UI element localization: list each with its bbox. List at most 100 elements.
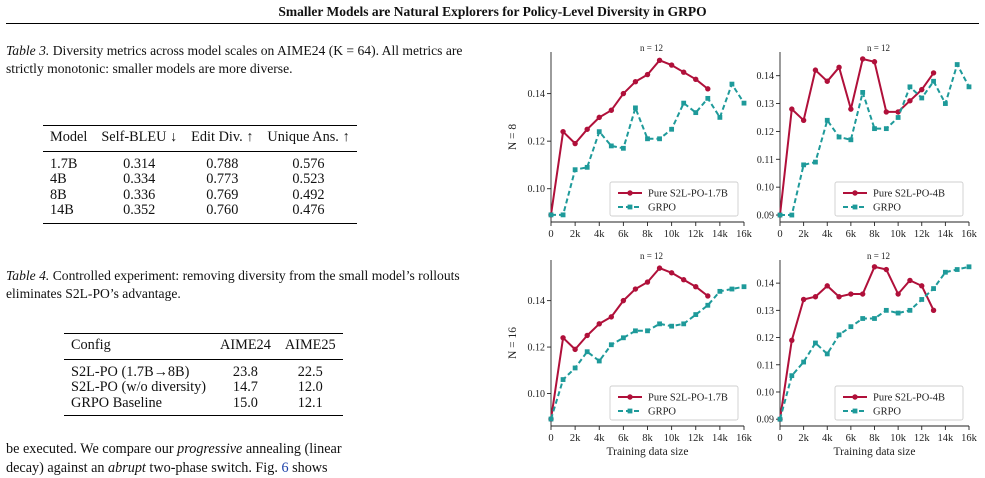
data-point [584, 126, 590, 132]
body-text: annealing (linear [242, 441, 342, 457]
table-cell: 0.773 [206, 171, 239, 187]
data-point [919, 86, 925, 93]
x-tick-label: 6k [618, 229, 629, 240]
y-tick-label: 0.14 [757, 279, 775, 290]
data-point [705, 86, 711, 92]
data-point [572, 167, 578, 173]
data-point [883, 266, 890, 273]
table-cell: 0.314 [123, 155, 156, 172]
data-point [919, 297, 925, 302]
table4-header-row: Config AIME24 AIME25 [64, 333, 343, 360]
data-point [895, 109, 901, 115]
data-point [620, 90, 627, 97]
data-point [789, 337, 795, 343]
y-tick-label: 0.13 [757, 306, 775, 317]
legend-marker [852, 408, 858, 414]
legend-marker [627, 190, 633, 196]
data-point [824, 283, 830, 289]
table4-caption-label: Table 4. [6, 268, 50, 283]
x-tick-label: 12k [914, 229, 931, 240]
data-point [836, 64, 842, 71]
data-point [608, 107, 615, 113]
table4-col-header: Config [64, 333, 214, 360]
legend-label: GRPO [648, 407, 676, 418]
data-point [931, 286, 936, 291]
body-paragraph: be executed. We compare our progressive … [6, 440, 486, 477]
body-text: shows [288, 459, 328, 476]
data-point [548, 212, 554, 218]
legend-marker [627, 204, 633, 210]
body-text: decay) against an [6, 459, 109, 476]
data-point [777, 212, 783, 218]
data-point [572, 346, 578, 353]
table-cell: 0.523 [292, 171, 325, 187]
x-axis-label: Training data size [607, 446, 689, 458]
data-point [777, 416, 783, 422]
y-tick-label: 0.14 [528, 296, 546, 307]
data-point [693, 110, 699, 116]
body-line: decay) against an abrupt two-phase switc… [6, 459, 486, 478]
y-tick-label: 0.13 [757, 99, 775, 110]
data-point [848, 137, 854, 143]
table-cell: 1.7B [50, 155, 78, 172]
data-point [729, 286, 735, 292]
panel-annotation: n = 12 [867, 251, 890, 261]
data-point [705, 95, 711, 101]
y-tick-label: 0.14 [528, 89, 546, 100]
table4: Config AIME24 AIME25 S2L-PO (1.7B→8B) 23… [64, 333, 343, 416]
chart-legend: Pure S2L-PO-1.7B GRPO [609, 385, 739, 421]
y-axis-label: N = 16 [507, 327, 519, 359]
y-tick-label: 0.10 [528, 389, 546, 400]
x-tick-label: 2k [798, 433, 809, 444]
x-tick-label: 0 [548, 229, 553, 240]
legend-marker [852, 394, 858, 400]
table-cell: S2L-PO (w/o diversity) [71, 379, 207, 395]
table-cell: 22.5 [297, 363, 323, 380]
x-tick-label: 2k [798, 229, 809, 240]
data-point [596, 114, 602, 121]
table-cell: 23.8 [232, 363, 258, 380]
legend-box [609, 385, 739, 421]
data-point [871, 59, 878, 65]
panel-annotation: n = 12 [640, 43, 663, 53]
series-line [550, 59, 709, 216]
data-point [584, 349, 590, 355]
data-point [824, 78, 830, 84]
data-point [645, 136, 650, 142]
data-point [907, 98, 913, 104]
x-tick-label: 8k [869, 433, 880, 444]
data-point [705, 293, 711, 299]
table-row: 14B 0.352 0.760 0.476 [43, 202, 357, 223]
data-point [657, 321, 662, 327]
body-text: two-phase switch. Fig. [145, 459, 282, 476]
data-point [548, 416, 554, 422]
data-point [572, 140, 578, 147]
x-tick-label: 10k [890, 433, 907, 444]
table-cell: 12.0 [297, 379, 323, 395]
data-point [895, 291, 901, 297]
table-cell: 12.1 [297, 394, 323, 411]
data-point [680, 69, 687, 75]
data-point [871, 264, 878, 270]
data-point [800, 296, 807, 303]
x-tick-label: 16k [961, 433, 978, 444]
figure-ref-link[interactable]: 6 [281, 459, 289, 476]
data-point [931, 78, 936, 84]
data-point [633, 328, 638, 334]
table-cell: 0.769 [206, 186, 239, 203]
data-point [859, 291, 866, 297]
table3-header-row: Model Self-BLEU ↓ Edit Div. ↑ Unique Ans… [43, 125, 357, 152]
table3-col-header: Self-BLEU ↓ [94, 125, 185, 152]
y-tick-label: 0.11 [757, 155, 774, 166]
data-point [907, 307, 913, 313]
x-tick-label: 0 [777, 229, 782, 240]
data-point [572, 365, 578, 371]
x-tick-label: 14k [938, 433, 955, 444]
y-tick-label: 0.12 [757, 333, 775, 344]
x-tick-label: 4k [822, 433, 833, 444]
x-tick-label: 4k [594, 229, 605, 240]
data-point [717, 114, 723, 120]
legend-label: GRPO [648, 203, 676, 214]
data-point [560, 377, 566, 382]
data-point [789, 106, 795, 112]
